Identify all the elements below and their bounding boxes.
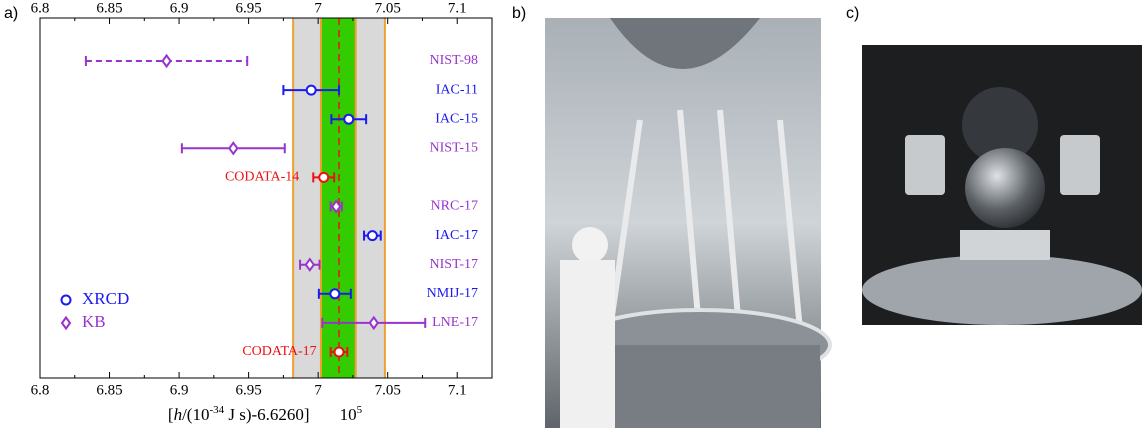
point-label: NMIJ-17 [427,286,478,301]
point-label: NIST-15 [430,141,479,156]
x-tick-label-top: 7.1 [448,0,467,16]
point-label: LNE-17 [432,315,478,330]
x-axis-label-part: [ [168,405,174,424]
point [305,84,317,96]
point [161,53,172,69]
x-axis-label-part: -34 [209,404,224,416]
x-axis-label-part: 10 [340,405,357,424]
point-label: NIST-17 [430,257,479,272]
x-tick-label: 6.9 [170,382,189,398]
x-tick-label-top: 7 [314,0,322,16]
x-axis-label: [h/(10-34 J s)-6.6260] 105 [168,404,363,424]
x-axis-label-part: J s)-6.6260] [224,405,309,424]
legend-marker [60,294,72,306]
x-tick-label: 7 [314,382,322,398]
x-tick-label-top: 6.85 [96,0,122,16]
chart-a: 6.8 6.8 6.85 6.85 6.9 6.9 6.95 6.95 7 7 7.05 7.05 7.… [31,0,493,424]
point-label: CODATA-17 [242,344,316,359]
point-label: CODATA-14 [225,170,299,185]
x-tick-label-top: 7.05 [375,0,401,16]
panel-label: a) [4,5,18,22]
point-label: IAC-17 [435,228,478,243]
x-tick-label: 6.8 [31,382,50,398]
legend-label: KB [82,312,106,331]
point [228,141,239,156]
x-tick-label: 6.95 [235,382,261,398]
point [329,288,341,300]
panel-label: b) [512,5,526,22]
point-label: NIST-98 [430,53,479,68]
point-label: NRC-17 [431,199,478,214]
point-label: IAC-11 [436,82,478,97]
point [343,113,355,125]
x-tick-label-top: 6.95 [235,0,261,16]
point [366,230,378,242]
point [304,257,316,272]
x-tick-label: 6.85 [96,382,122,398]
panel-label: c) [846,5,859,22]
x-tick-label-top: 6.8 [31,0,50,16]
photo-c [862,45,1142,325]
legend-marker [60,315,72,331]
legend-label: XRCD [82,289,129,308]
photo-b [545,18,832,428]
point [330,199,342,214]
point [333,346,345,358]
x-axis-label-part: 5 [357,404,363,416]
plot-frame [39,17,493,379]
point [318,171,330,183]
x-tick-label: 7.1 [448,382,467,398]
x-tick-label: 7.05 [375,382,401,398]
x-tick-label-top: 6.9 [170,0,189,16]
x-axis-label-part: h [174,405,183,424]
point-label: IAC-15 [435,111,478,126]
x-axis-label-part: /(10 [182,405,209,424]
point [368,315,380,331]
